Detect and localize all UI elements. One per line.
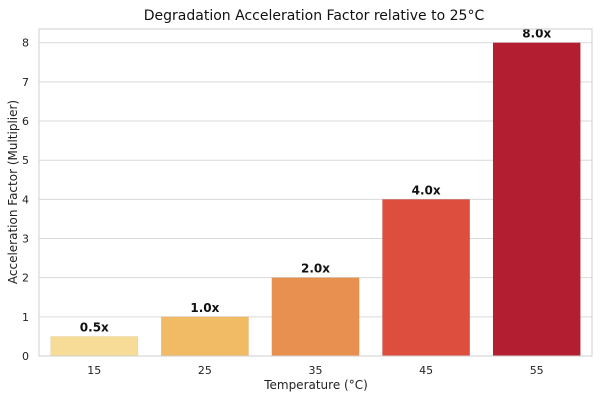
bar-55 — [492, 42, 581, 357]
y-tick-label: 0 — [22, 350, 29, 363]
x-tick-label-45: 45 — [419, 364, 433, 377]
x-tick-label-15: 15 — [87, 364, 101, 377]
y-tick-label: 4 — [22, 193, 29, 206]
data-label-55: 8.0x — [522, 27, 551, 41]
y-tick-label: 7 — [22, 76, 29, 89]
y-tick-label: 6 — [22, 115, 29, 128]
plot-frame — [38, 28, 593, 357]
y-tick-label: 3 — [22, 233, 29, 246]
data-labels: 0.5x 1.0x 2.0x 4.0x 8.0x — [80, 27, 552, 335]
x-tick-label-25: 25 — [198, 364, 212, 377]
chart-title: Degradation Acceleration Factor relative… — [144, 8, 485, 24]
y-tick-label: 8 — [22, 37, 29, 50]
y-tick-label: 1 — [22, 311, 29, 324]
bar-35 — [271, 277, 360, 357]
x-axis-label: Temperature (°C) — [263, 378, 368, 392]
x-tick-label-55: 55 — [530, 364, 544, 377]
bar-15 — [50, 336, 139, 357]
y-axis-label: Acceleration Factor (Multiplier) — [6, 100, 20, 284]
data-label-35: 2.0x — [301, 262, 330, 276]
bar-45 — [382, 199, 471, 357]
x-tick-label-35: 35 — [309, 364, 323, 377]
data-label-25: 1.0x — [190, 301, 219, 315]
y-tick-label: 2 — [22, 272, 29, 285]
y-tick-label: 5 — [22, 154, 29, 167]
grid-lines — [39, 42, 592, 357]
data-label-15: 0.5x — [80, 320, 109, 334]
y-tick-labels: 0 1 2 3 4 5 6 7 8 — [22, 37, 29, 363]
bars — [50, 42, 581, 357]
bar-25 — [160, 316, 249, 357]
x-tick-labels: 15 25 35 45 55 — [87, 364, 543, 377]
data-label-45: 4.0x — [412, 183, 441, 197]
